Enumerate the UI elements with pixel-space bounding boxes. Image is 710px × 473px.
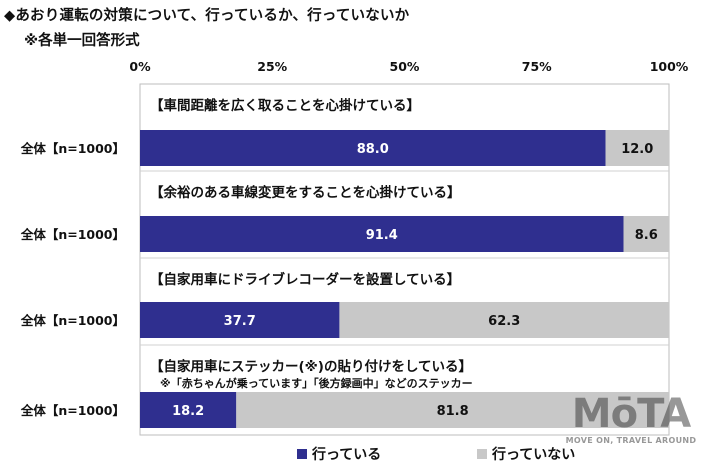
legend-swatch-done [297,449,307,459]
data-label: 12.0 [621,142,653,157]
legend-label-done: 行っている [312,447,382,463]
chart-subtitle: ※各単一回答形式 [24,33,140,49]
data-label: 18.2 [172,404,204,419]
bar-segment-done [140,216,624,252]
chart-title: ◆あおり運転の対策について、行っているか、行っていないか [4,8,410,24]
x-tick-label: 75% [522,59,552,74]
group-title: 【自家用車にドライブレコーダーを設置している】 [150,271,460,288]
mota-tagline: MOVE ON, TRAVEL AROUND [565,436,697,445]
data-label: 37.7 [224,314,256,329]
group-note: ※「赤ちゃんが乗っています」「後方録画中」などのステッカー [160,376,473,390]
row-label: 全体【n=1000】 [20,403,125,418]
legend-label-not-done: 行っていない [492,447,576,463]
bar-segment-done [140,392,237,428]
x-tick-label: 100% [650,59,689,74]
mota-watermark: MōTA MOVE ON, TRAVEL AROUND [556,392,706,445]
data-label: 8.6 [635,228,658,243]
x-tick-label: 50% [390,59,420,74]
row-label: 全体【n=1000】 [20,313,125,328]
legend-item-not-done: 行っていない [477,444,575,464]
x-tick-label: 25% [257,59,287,74]
data-label: 62.3 [488,314,520,329]
x-tick-label: 0% [129,59,151,74]
legend-item-done: 行っている [297,444,381,464]
group-title: 【自家用車にステッカー(※)の貼り付けをしている】 [150,358,472,375]
bar-segment-not-done [605,130,669,166]
bar-segment-not-done [623,216,669,252]
data-label: 81.8 [437,404,469,419]
bar-segment-not-done [236,392,669,428]
bar-segment-done [140,130,606,166]
bar-segment-not-done [339,302,669,338]
group-title: 【車間距離を広く取ることを心掛けている】 [150,97,420,114]
data-label: 88.0 [357,142,389,157]
row-label: 全体【n=1000】 [20,141,125,156]
bar-segment-done [140,302,340,338]
data-label: 91.4 [366,228,398,243]
mota-logo: MōTA [571,391,691,437]
group-title: 【余裕のある車線変更をすることを心掛けている】 [150,184,461,201]
row-label: 全体【n=1000】 [20,227,125,242]
legend-swatch-not-done [477,449,487,459]
